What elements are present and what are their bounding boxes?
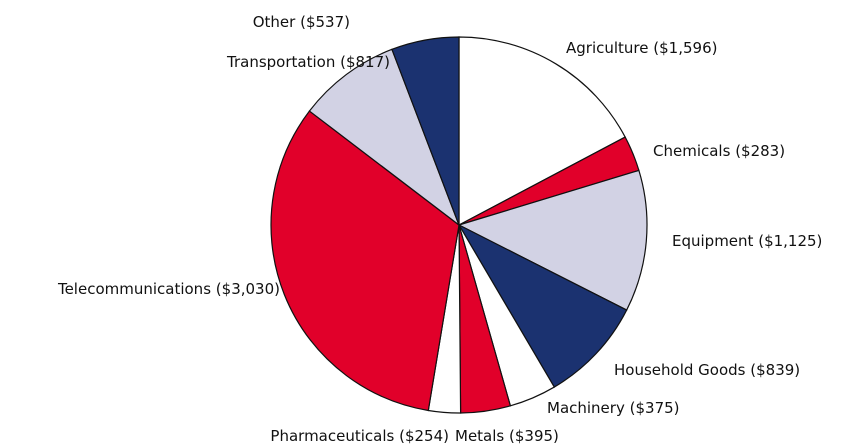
value-label: ($283) (735, 142, 785, 160)
category-label: Household Goods (614, 361, 746, 379)
value-label: ($375) (630, 399, 680, 417)
category-label: Chemicals (653, 142, 731, 160)
pie-slice (308, 48, 461, 227)
value-label: ($1,596) (653, 39, 717, 57)
value-label: ($537) (300, 13, 350, 31)
category-label: Machinery (547, 399, 625, 417)
category-label: Telecommunications (57, 280, 211, 298)
value-label: ($3,030) (216, 280, 280, 298)
value-label: ($254) (399, 427, 449, 445)
slice-label: Machinery ($375) (547, 399, 680, 417)
pie-slice (391, 36, 460, 226)
value-label: ($1,125) (758, 232, 822, 250)
pie-slice (270, 110, 460, 412)
slice-label: Pharmaceuticals ($254) (270, 427, 449, 445)
slice-label: Metals ($395) (455, 427, 559, 445)
slice-label: Other ($537) (253, 13, 350, 31)
slice-label: Chemicals ($283) (653, 142, 785, 160)
pie-slice (458, 36, 626, 226)
value-label: ($817) (340, 53, 390, 71)
category-label: Other (253, 13, 296, 31)
value-label: ($395) (509, 427, 559, 445)
category-label: Agriculture (566, 39, 649, 57)
pie-slice (457, 169, 648, 311)
slice-label: Transportation ($817) (226, 53, 390, 71)
slice-label: Household Goods ($839) (614, 361, 800, 379)
category-label: Equipment (672, 232, 754, 250)
slice-label: Equipment ($1,125) (672, 232, 822, 250)
slice-label: Agriculture ($1,596) (566, 39, 717, 57)
category-label: Pharmaceuticals (270, 427, 394, 445)
slice-label: Telecommunications ($3,030) (57, 280, 280, 298)
category-label: Metals (455, 427, 504, 445)
value-label: ($839) (750, 361, 800, 379)
category-label: Transportation (226, 53, 335, 71)
pie-slice (457, 223, 628, 388)
